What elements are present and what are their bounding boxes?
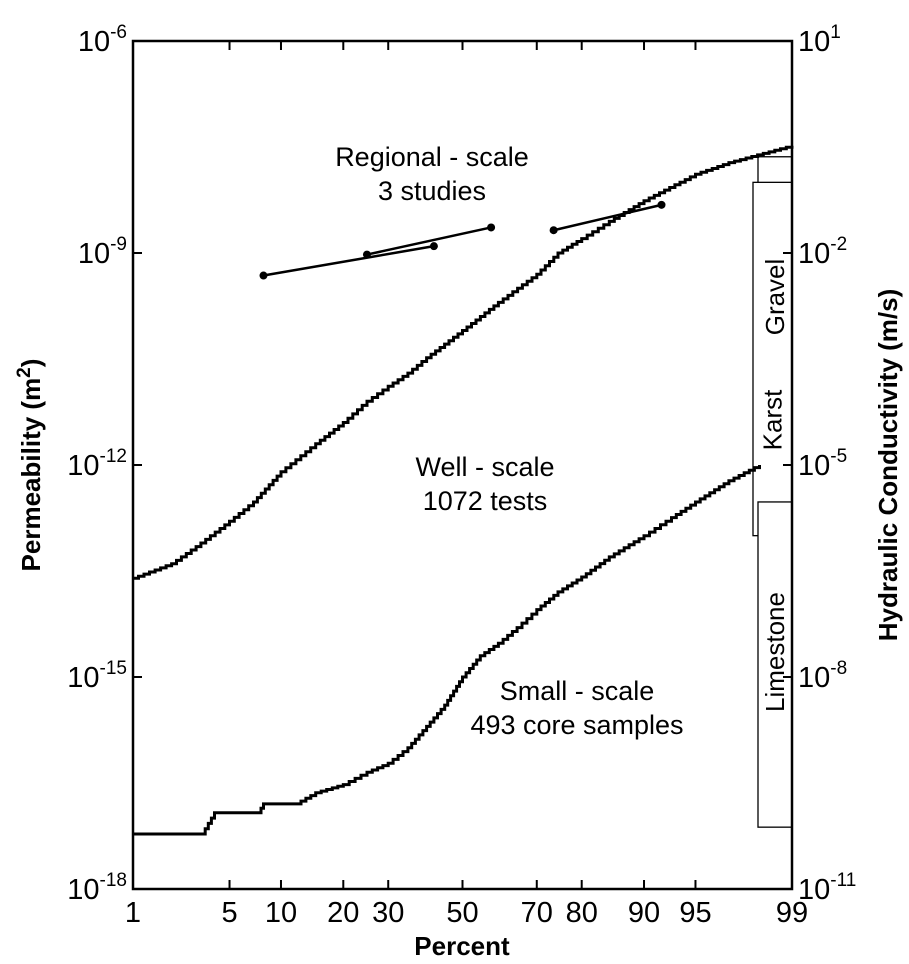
annotation-small-line-2: 493 core samples (470, 710, 683, 740)
x-tick-label: 50 (446, 897, 478, 929)
left-y-tick-label: 10-9 (78, 234, 127, 270)
annotation-regional-line-1: Regional - scale (335, 142, 529, 172)
data-point-regional (657, 200, 666, 209)
x-tick-label: 30 (372, 897, 404, 929)
x-tick-label: 80 (566, 897, 598, 929)
annotation-well-line-2: 1072 tests (423, 486, 548, 516)
data-point-regional (549, 226, 558, 235)
annotation-regional-line-2: 3 studies (378, 176, 486, 206)
x-tick-label: 1 (125, 897, 141, 929)
x-axis: 1 5 10 20 30 50 70 80 90 95 99 (125, 41, 808, 929)
series-segment-regional (553, 203, 662, 232)
annotation-well-line-1: Well - scale (415, 452, 554, 482)
x-tick-label: 95 (679, 897, 711, 929)
rock-type-ranges: Gravel Karst Limestone (752, 156, 793, 828)
range-label-gravel: Gravel (760, 259, 790, 336)
series-line-small (133, 465, 761, 836)
right-y-tick-label: 101 (798, 22, 841, 58)
data-series (133, 145, 794, 836)
range-label-limestone: Limestone (760, 592, 790, 712)
range-label-karst: Karst (758, 389, 788, 450)
range-box-limestone (757, 501, 793, 828)
x-tick-label: 10 (265, 897, 297, 929)
range-box-karst (752, 181, 793, 537)
right-y-axis-title: Hydraulic Conductivity (m/s) (873, 289, 903, 642)
right-y-axis: 101 10-2 10-5 10-8 10-11 (783, 22, 856, 906)
left-y-tick-label: 10-6 (78, 22, 127, 58)
x-tick-label: 90 (628, 897, 660, 929)
left-y-tick-label: 10-18 (67, 870, 127, 906)
data-point-regional (429, 242, 438, 251)
x-tick-label: 99 (776, 897, 808, 929)
x-axis-title: Percent (414, 931, 510, 961)
data-point-regional (487, 223, 496, 232)
annotation-small-line-1: Small - scale (500, 676, 655, 706)
data-point-regional (362, 250, 371, 259)
x-tick-label: 20 (327, 897, 359, 929)
series-segment-regional (366, 226, 492, 256)
left-y-axis-title: Permeability (m2) (14, 359, 46, 572)
right-y-tick-label: 10-2 (798, 234, 847, 270)
right-y-tick-label: 10-11 (798, 870, 856, 906)
left-y-tick-label: 10-12 (67, 446, 127, 482)
left-y-axis: 10-6 10-9 10-12 10-15 10-18 (67, 22, 142, 906)
x-tick-label: 70 (521, 897, 553, 929)
data-point-regional (259, 271, 268, 280)
x-tick-label: 5 (221, 897, 237, 929)
right-y-tick-label: 10-8 (798, 658, 847, 694)
left-y-tick-label: 10-15 (67, 658, 127, 694)
series-annotations: Well - scale 1072 tests Small - scale 493 c… (335, 142, 683, 740)
right-y-tick-label: 10-5 (798, 446, 847, 482)
series-line-well (133, 145, 794, 580)
series-segment-regional (263, 244, 435, 277)
